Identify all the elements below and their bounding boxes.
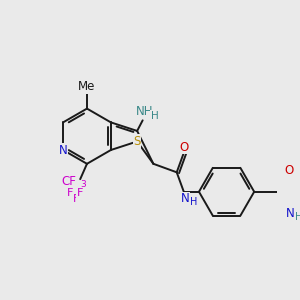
Text: Me: Me (78, 80, 96, 93)
Text: H: H (295, 212, 300, 222)
Text: NH: NH (136, 105, 153, 118)
Text: N: N (59, 143, 68, 157)
Text: F: F (77, 188, 83, 198)
Text: CF: CF (62, 175, 76, 188)
Text: O: O (179, 141, 188, 154)
Text: F: F (73, 194, 79, 204)
Text: O: O (284, 164, 293, 177)
Text: F: F (67, 188, 74, 198)
Text: S: S (134, 135, 141, 148)
Text: N: N (181, 192, 190, 205)
Text: N: N (286, 207, 295, 220)
Text: H: H (151, 111, 158, 121)
Text: 3: 3 (80, 180, 86, 189)
Text: H: H (190, 197, 197, 207)
